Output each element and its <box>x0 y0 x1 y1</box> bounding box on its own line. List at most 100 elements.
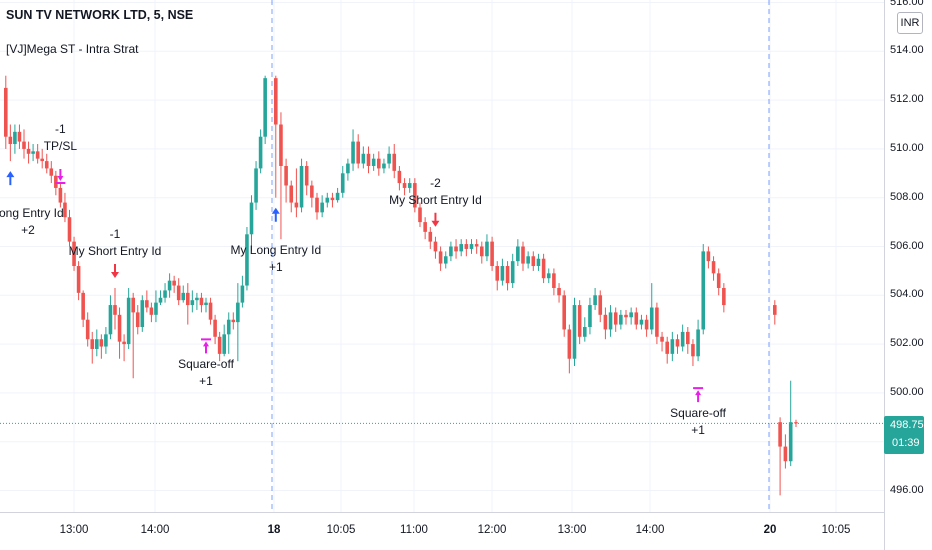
candle <box>464 239 469 257</box>
candle <box>794 419 798 428</box>
candle-body <box>510 261 515 284</box>
candle <box>158 290 163 306</box>
candle-body <box>72 241 76 267</box>
candle-body <box>249 202 254 235</box>
candle <box>706 246 711 269</box>
candle <box>222 324 226 357</box>
candle <box>95 329 99 357</box>
candle-body <box>655 307 659 337</box>
candle-body <box>294 202 299 208</box>
candle <box>387 146 391 169</box>
candle <box>145 290 149 313</box>
candle <box>213 314 217 345</box>
candle <box>35 144 40 164</box>
candle <box>122 334 126 362</box>
currency-button[interactable]: INR <box>897 12 923 34</box>
candle-body <box>217 336 222 354</box>
candle-body <box>552 273 556 288</box>
candle <box>526 251 530 269</box>
candle <box>104 327 108 354</box>
candle-body <box>567 329 572 359</box>
candle <box>22 129 26 159</box>
candle <box>459 239 463 257</box>
candle-body <box>186 292 190 306</box>
candle <box>294 168 299 218</box>
candle-body <box>536 258 541 267</box>
candle <box>67 209 72 247</box>
candle-body <box>145 300 149 308</box>
candle <box>722 283 726 313</box>
candle <box>397 165 402 191</box>
candle <box>113 287 117 330</box>
candle-body <box>402 183 407 188</box>
candle-body <box>310 185 314 198</box>
candle-body <box>172 280 176 286</box>
candle-body <box>330 197 335 201</box>
candle <box>154 290 158 323</box>
candle-body <box>208 302 213 320</box>
candle-body <box>190 300 195 306</box>
candle-body <box>31 151 35 154</box>
candle-body <box>593 295 597 306</box>
candle <box>99 334 104 359</box>
price-tick-label: 516.00 <box>890 0 924 8</box>
candle-body <box>4 87 8 137</box>
candle-body <box>716 273 721 288</box>
bar-countdown: 01:39 <box>892 437 920 449</box>
candle-body <box>35 151 40 159</box>
candle-body <box>387 153 391 164</box>
candle <box>531 251 536 271</box>
candle <box>40 148 44 169</box>
candle <box>644 314 649 337</box>
candle-body <box>131 297 135 313</box>
candle <box>72 236 76 271</box>
candle <box>31 144 35 162</box>
price-tick-label: 500.00 <box>890 385 924 398</box>
candle <box>546 268 551 284</box>
candle <box>649 283 654 335</box>
candle <box>330 192 335 208</box>
candle <box>716 268 721 296</box>
candle-body <box>485 241 489 257</box>
candle-body <box>464 244 469 249</box>
candle <box>299 158 304 213</box>
candle <box>320 195 324 218</box>
candle-body <box>325 197 330 203</box>
candle <box>208 297 213 325</box>
candle-body <box>526 256 530 264</box>
candle-body <box>613 312 618 325</box>
candle <box>773 300 777 325</box>
candle-body <box>361 153 366 164</box>
candle-body <box>67 217 72 242</box>
candle-body <box>778 422 782 447</box>
candle-body <box>167 280 172 291</box>
candle <box>26 141 31 164</box>
candle <box>366 146 371 174</box>
candle <box>90 331 95 364</box>
candle-body <box>443 256 448 264</box>
candle <box>163 283 167 303</box>
strategy-label: [VJ]Mega ST - Intra Strat <box>6 42 139 56</box>
candle <box>108 295 113 340</box>
long-entry-arrow <box>271 207 280 222</box>
candle-body <box>181 292 186 301</box>
candle-body <box>108 305 113 335</box>
candle <box>371 153 376 171</box>
candle <box>500 258 505 286</box>
candle-body <box>195 297 199 301</box>
candle-body <box>320 202 324 213</box>
candle-body <box>557 287 561 296</box>
candle <box>665 336 669 364</box>
candle-body <box>413 183 417 208</box>
candle-body <box>407 183 412 188</box>
candle-body <box>258 136 263 169</box>
candle <box>624 309 628 325</box>
annotation-label: Long Entry Id+2 <box>0 206 64 238</box>
last-price-tag: 498.75 01:39 <box>884 416 924 454</box>
candle-body <box>788 422 793 462</box>
candle <box>557 283 561 303</box>
candle-body <box>598 295 603 315</box>
candle <box>190 290 195 313</box>
